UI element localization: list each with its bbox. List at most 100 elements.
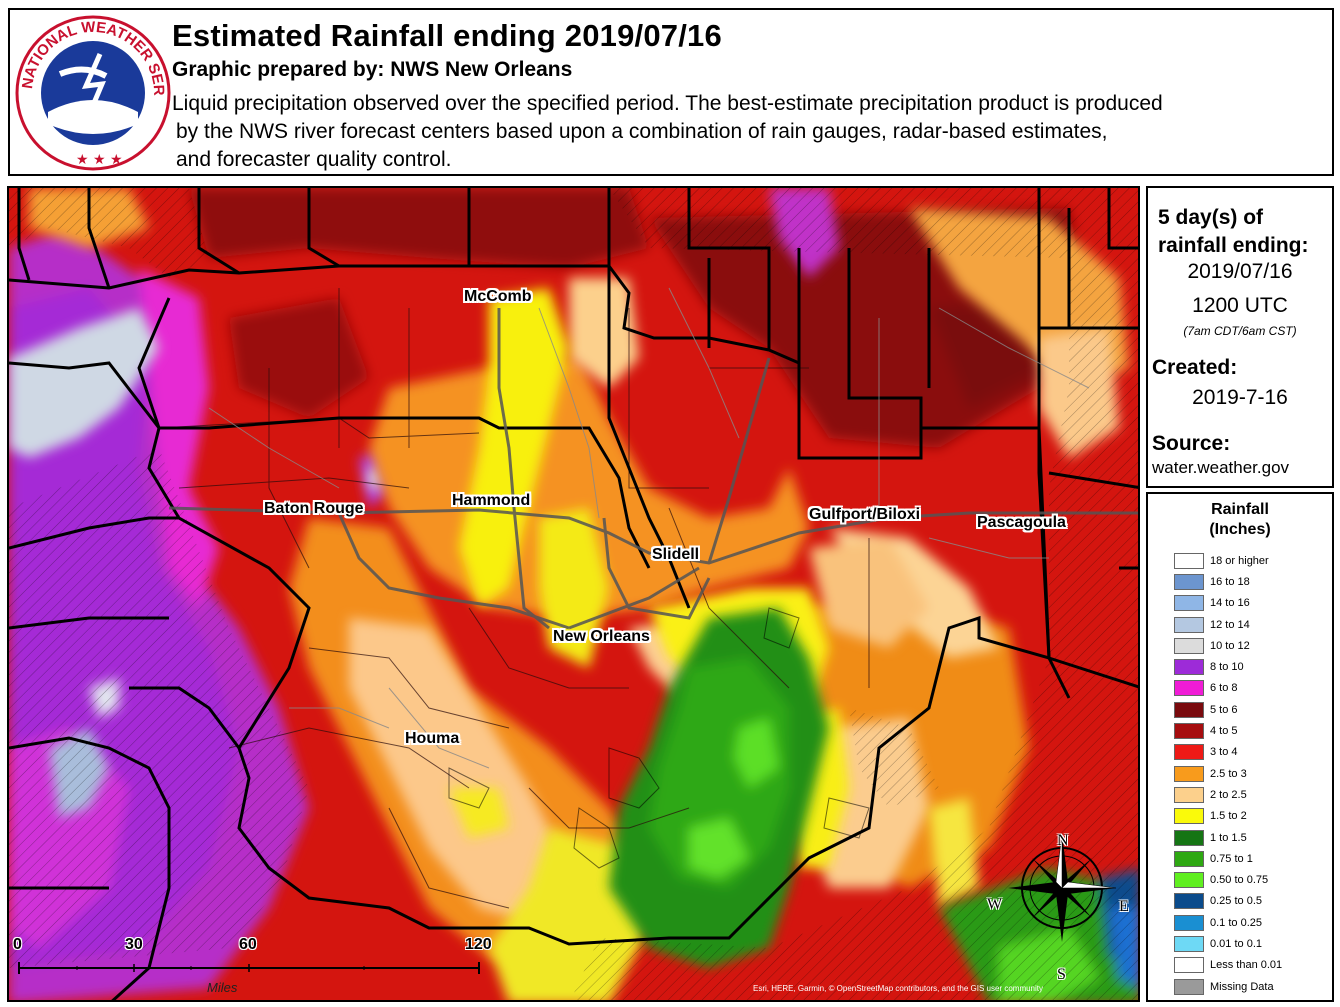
compass-s-label: S xyxy=(1057,966,1066,983)
legend-swatch xyxy=(1174,744,1204,761)
legend-item: 6 to 8 xyxy=(1174,678,1282,699)
legend-item: 16 to 18 xyxy=(1174,571,1282,592)
legend-label: 0.50 to 0.75 xyxy=(1210,874,1269,887)
legend-swatch xyxy=(1174,723,1204,740)
legend-label: Missing Data xyxy=(1210,980,1274,993)
legend-swatch xyxy=(1174,935,1204,952)
legend-swatch xyxy=(1174,573,1204,590)
legend-swatch xyxy=(1174,914,1204,931)
description-line: Liquid precipitation observed over the s… xyxy=(172,92,1163,115)
legend-item: 12 to 14 xyxy=(1174,614,1282,635)
legend-label: 1 to 1.5 xyxy=(1210,831,1247,844)
city-label-pascagoula: Pascagoula xyxy=(977,514,1066,531)
legend-item: Missing Data xyxy=(1174,976,1282,997)
legend-panel: Rainfall (Inches) 18 or higher 16 to 18 14… xyxy=(1146,492,1334,1002)
legend-item: 4 to 5 xyxy=(1174,720,1282,741)
city-label-new-orleans: New Orleans xyxy=(553,628,650,645)
rainfall-map[interactable]: McComb Hammond Baton Rouge Slidell Gulfp… xyxy=(7,186,1140,1002)
page-title: Estimated Rainfall ending 2019/07/16 xyxy=(172,18,722,53)
city-label-mccomb: McComb xyxy=(464,288,532,305)
legend-item: 0.1 to 0.25 xyxy=(1174,912,1282,933)
interstate-roads xyxy=(168,308,1138,630)
created-date: 2019-7-16 xyxy=(1192,386,1288,409)
legend-item: 0.75 to 1 xyxy=(1174,848,1282,869)
legend-label: 10 to 12 xyxy=(1210,639,1250,652)
coastline-detail xyxy=(448,607,870,869)
legend-label: 18 or higher xyxy=(1210,554,1269,567)
legend-item: 2.5 to 3 xyxy=(1174,763,1282,784)
legend-label: 6 to 8 xyxy=(1210,682,1238,695)
legend-swatch xyxy=(1174,957,1204,974)
legend-label: 8 to 10 xyxy=(1210,661,1244,674)
legend-swatch xyxy=(1174,872,1204,889)
legend-label: 5 to 6 xyxy=(1210,703,1238,716)
legend-swatch xyxy=(1174,978,1204,995)
period-label: 5 day(s) of rainfall ending: xyxy=(1158,204,1309,260)
legend-item: 3 to 4 xyxy=(1174,742,1282,763)
legend-label: 0.25 to 0.5 xyxy=(1210,895,1262,908)
legend-list: 18 or higher 16 to 18 14 to 16 12 to 14 10 t… xyxy=(1174,550,1282,997)
city-label-slidell: Slidell xyxy=(652,546,700,563)
legend-swatch xyxy=(1174,808,1204,825)
description: Liquid precipitation observed over the s… xyxy=(172,90,1332,174)
legend-label: 2 to 2.5 xyxy=(1210,788,1247,801)
description-line: by the NWS river forecast centers based … xyxy=(176,120,1108,143)
page-subtitle: Graphic prepared by: NWS New Orleans xyxy=(172,58,573,81)
legend-swatch xyxy=(1174,616,1204,633)
legend-item: 0.50 to 0.75 xyxy=(1174,869,1282,890)
legend-item: 0.25 to 0.5 xyxy=(1174,891,1282,912)
scale-label-120: 120 xyxy=(465,936,492,953)
legend-swatch xyxy=(1174,850,1204,867)
svg-text:★ ★ ★: ★ ★ ★ xyxy=(76,152,123,168)
legend-item: 2 to 2.5 xyxy=(1174,784,1282,805)
compass-e-label: E xyxy=(1119,898,1129,915)
source-label: Source: xyxy=(1152,432,1231,455)
hatched-overlay xyxy=(9,188,1138,1000)
scale-label-0: 0 xyxy=(13,936,22,953)
period-line-2: rainfall ending: xyxy=(1158,234,1309,257)
legend-swatch xyxy=(1174,701,1204,718)
scale-label-30: 30 xyxy=(125,936,143,953)
city-label-gulfport-biloxi: Gulfport/Biloxi xyxy=(809,506,921,523)
legend-label: 0.01 to 0.1 xyxy=(1210,937,1262,950)
legend-label: 2.5 to 3 xyxy=(1210,767,1247,780)
legend-swatch xyxy=(1174,552,1204,569)
legend-label: 14 to 16 xyxy=(1210,597,1250,610)
period-line-1: 5 day(s) of xyxy=(1158,206,1264,229)
legend-item: 5 to 6 xyxy=(1174,699,1282,720)
end-date: 2019/07/16 xyxy=(1187,260,1293,283)
source-link[interactable]: water.weather.gov xyxy=(1152,458,1290,477)
legend-label: 3 to 4 xyxy=(1210,746,1238,759)
legend-swatch xyxy=(1174,786,1204,803)
state-boundaries xyxy=(9,188,1138,1000)
legend-label: Less than 0.01 xyxy=(1210,959,1283,972)
description-line: and forecaster quality control. xyxy=(176,148,452,171)
local-time: (7am CDT/6am CST) xyxy=(1183,324,1297,338)
legend-swatch xyxy=(1174,659,1204,676)
scale-label-60: 60 xyxy=(239,936,257,953)
legend-label: 1.5 to 2 xyxy=(1210,810,1247,823)
legend-label: 0.75 to 1 xyxy=(1210,852,1253,865)
nws-logo: NATIONAL WEATHER SERVICE ★ ★ ★ xyxy=(14,14,171,171)
city-label-hammond: Hammond xyxy=(452,492,531,509)
legend-swatch xyxy=(1174,893,1204,910)
end-time: 1200 UTC xyxy=(1192,294,1288,317)
legend-swatch xyxy=(1174,829,1204,846)
city-label-houma: Houma xyxy=(405,730,460,747)
legend-label: 4 to 5 xyxy=(1210,725,1238,738)
legend-item: 1.5 to 2 xyxy=(1174,806,1282,827)
legend-item: 14 to 16 xyxy=(1174,593,1282,614)
map-attribution: Esri, HERE, Garmin, © OpenStreetMap cont… xyxy=(753,984,1044,993)
legend-label: 12 to 14 xyxy=(1210,618,1250,631)
city-label-baton-rouge: Baton Rouge xyxy=(264,500,364,517)
legend-title: Rainfall (Inches) xyxy=(1148,500,1332,540)
legend-title-line-1: Rainfall xyxy=(1211,501,1269,518)
legend-swatch xyxy=(1174,765,1204,782)
secondary-roads xyxy=(208,287,1090,769)
legend-swatch xyxy=(1174,680,1204,697)
header-panel: NATIONAL WEATHER SERVICE ★ ★ ★ Estimated… xyxy=(8,8,1334,176)
legend-label: 16 to 18 xyxy=(1210,575,1250,588)
county-boundaries xyxy=(158,288,870,909)
legend-swatch xyxy=(1174,637,1204,654)
legend-item: 10 to 12 xyxy=(1174,635,1282,656)
